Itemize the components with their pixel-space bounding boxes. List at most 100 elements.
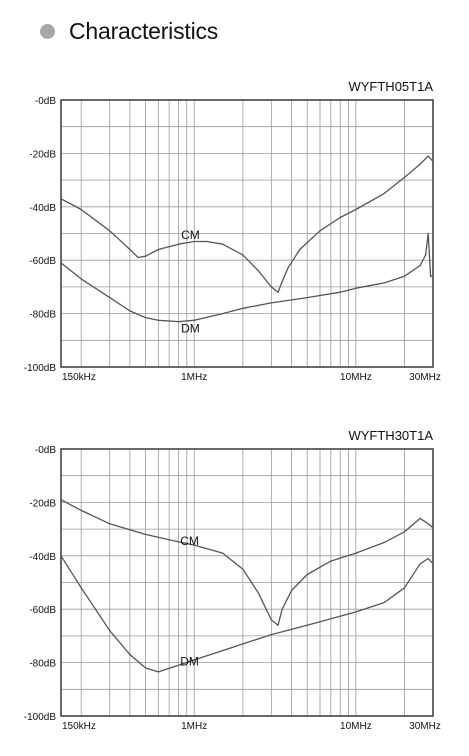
section-header: Characteristics — [40, 14, 218, 48]
data-point-cm — [403, 531, 406, 533]
data-point-dm — [144, 317, 147, 319]
data-point-cm — [157, 248, 159, 251]
data-point-cm — [109, 523, 111, 525]
data-point-cm — [277, 291, 279, 293]
data-point-cm — [80, 509, 82, 512]
data-point-dm — [403, 587, 406, 589]
data-point-dm — [222, 649, 224, 652]
y-tick-label: -100dB — [24, 363, 57, 374]
data-point-cm — [193, 544, 195, 546]
data-point-dm — [242, 643, 244, 645]
data-point-cm — [330, 560, 332, 562]
x-tick-label: 1MHz — [181, 721, 207, 732]
data-point-dm — [157, 671, 159, 673]
series-line-dm — [60, 555, 434, 673]
data-point-dm — [306, 296, 308, 299]
data-point-dm — [383, 601, 385, 604]
y-tick-label: -80dB — [29, 310, 56, 321]
data-point-dm — [432, 275, 434, 277]
y-tick-label: -80dB — [29, 659, 56, 670]
data-point-cm — [109, 230, 111, 232]
data-point-cm — [257, 270, 260, 272]
data-point-cm — [290, 589, 293, 592]
data-point-cm — [427, 523, 429, 525]
data-point-cm — [419, 517, 421, 520]
chart-svg: WYFTH05T1A -0dB -20dB -40dB -60dB -80dB -100dB… — [24, 79, 441, 383]
x-tick-label: 10MHz — [340, 721, 372, 732]
data-point-cm — [319, 230, 321, 232]
data-point-cm — [129, 248, 131, 251]
data-point-cm — [144, 255, 147, 257]
data-point-cm — [277, 624, 279, 626]
data-point-cm — [355, 552, 357, 554]
data-point-cm — [60, 198, 62, 200]
data-point-dm — [419, 563, 421, 565]
x-tick-label: 150kHz — [62, 372, 96, 383]
data-point-dm — [427, 557, 429, 560]
y-tick-label: -20dB — [29, 149, 56, 160]
data-point-cm — [270, 619, 272, 621]
data-point-dm — [80, 278, 82, 280]
data-point-cm — [242, 254, 244, 256]
data-point-cm — [287, 267, 289, 269]
data-point-dm — [129, 653, 131, 656]
x-tick-label: 1MHz — [181, 372, 207, 383]
data-point-cm — [432, 527, 434, 529]
data-point-dm — [242, 307, 244, 309]
data-point-dm — [355, 611, 357, 613]
data-point-cm — [222, 243, 224, 245]
series-label-cm: CM — [181, 228, 200, 242]
data-point-dm — [60, 555, 62, 557]
data-point-dm — [430, 275, 432, 277]
data-point-cm — [168, 539, 170, 541]
series-label-dm: DM — [181, 321, 200, 335]
y-tick-label: -20dB — [29, 498, 56, 509]
x-tick-label: 30MHz — [409, 721, 441, 732]
data-point-cm — [419, 163, 421, 165]
data-point-cm — [355, 208, 357, 211]
page-title: Characteristics — [69, 17, 219, 44]
data-point-cm — [60, 499, 62, 501]
data-point-dm — [157, 319, 159, 321]
data-point-cm — [177, 243, 180, 245]
data-point-dm — [270, 633, 272, 636]
y-tick-label: -60dB — [29, 256, 56, 267]
chart-svg: WYFTH30T1A -0dB -20dB -40dB -60dB -80dB -100dB… — [24, 428, 441, 732]
data-point-cm — [281, 608, 283, 610]
data-point-dm — [355, 287, 357, 289]
chart-wyfth05t1a: WYFTH05T1A -0dB -20dB -40dB -60dB -80dB -100dB… — [0, 68, 469, 388]
data-point-dm — [193, 659, 195, 661]
data-point-cm — [80, 208, 82, 211]
data-point-dm — [222, 313, 224, 315]
chart-wyfth30t1a: WYFTH30T1A -0dB -20dB -40dB -60dB -80dB -100dB… — [0, 417, 469, 737]
data-point-dm — [177, 664, 180, 666]
data-point-dm — [109, 296, 111, 299]
data-point-cm — [257, 592, 260, 594]
data-point-cm — [299, 248, 301, 251]
series-line-dm — [60, 232, 433, 323]
data-point-dm — [80, 587, 82, 589]
data-point-cm — [383, 541, 385, 544]
data-point-dm — [129, 310, 131, 312]
data-point-cm — [144, 533, 147, 536]
data-point-cm — [432, 160, 434, 163]
x-tick-label: 30MHz — [409, 372, 441, 383]
chart-title: WYFTH30T1A — [348, 428, 433, 443]
data-point-dm — [60, 262, 62, 264]
data-point-cm — [427, 155, 429, 157]
data-point-cm — [306, 573, 308, 576]
y-tick-label: -40dB — [29, 203, 56, 214]
data-point-dm — [383, 282, 385, 284]
data-point-cm — [383, 192, 385, 195]
bullet-icon — [40, 23, 55, 39]
data-point-cm — [193, 240, 195, 243]
y-tick-label: -0dB — [35, 96, 56, 107]
x-tick-label: 10MHz — [340, 372, 372, 383]
data-point-cm — [339, 216, 341, 219]
data-point-dm — [109, 629, 111, 632]
data-point-cm — [270, 286, 272, 288]
data-point-dm — [144, 667, 147, 669]
data-point-cm — [206, 240, 208, 243]
y-tick-label: -0dB — [35, 445, 56, 456]
series-label-cm: CM — [180, 534, 199, 548]
